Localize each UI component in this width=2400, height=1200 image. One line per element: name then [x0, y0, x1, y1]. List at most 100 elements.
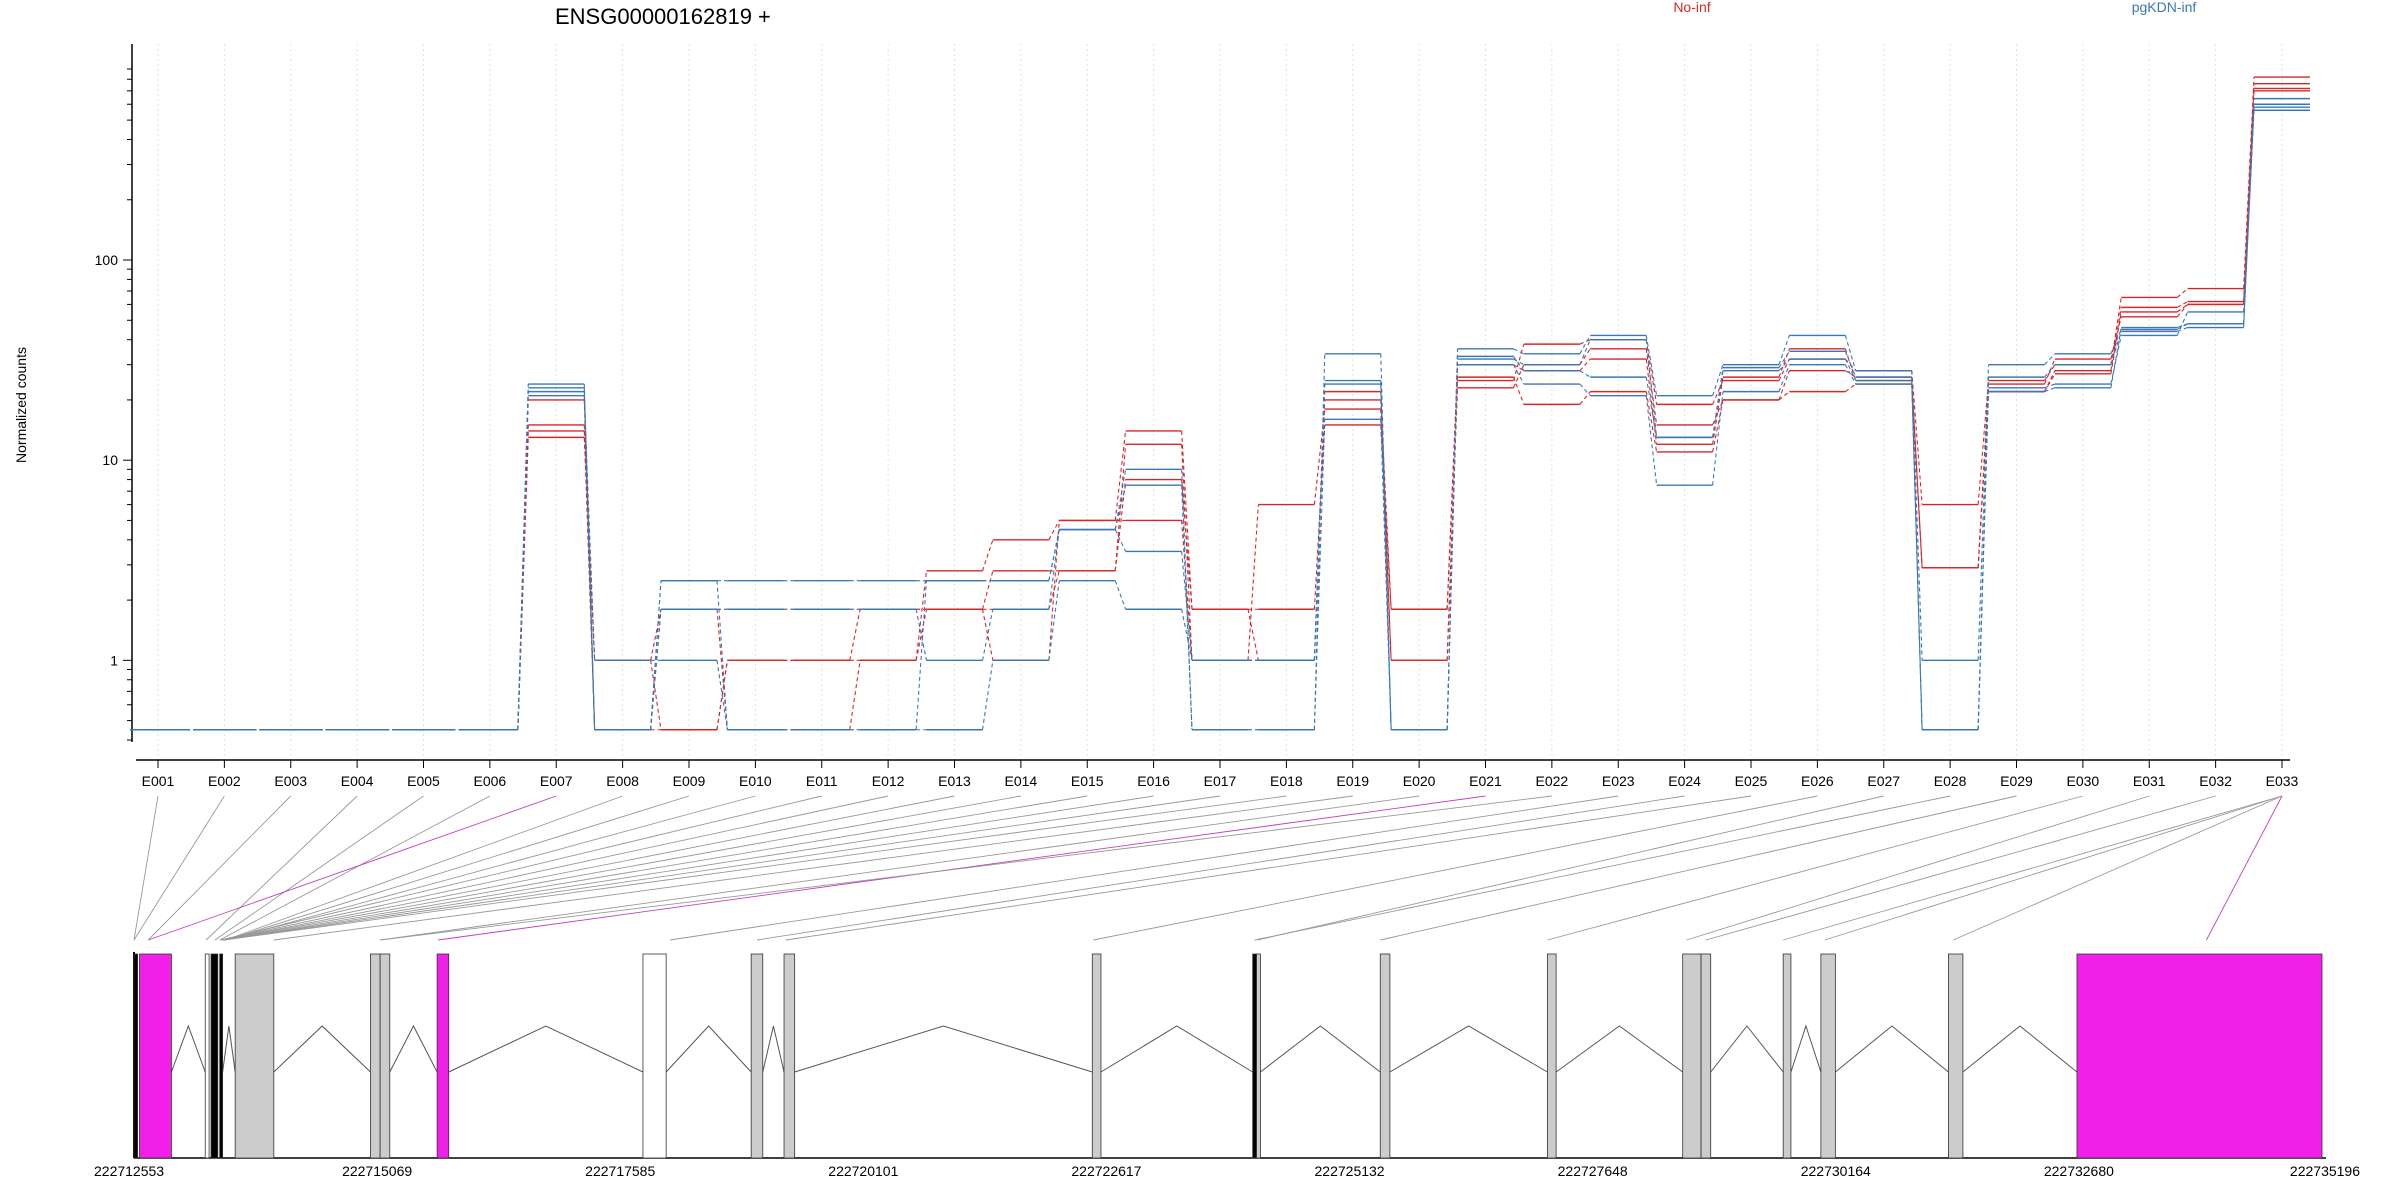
exon-block-1	[139, 953, 172, 1159]
intron-line	[665, 1025, 752, 1073]
exon-connector	[133, 795, 225, 941]
intron-line	[222, 1025, 236, 1073]
exon-connector	[223, 795, 1088, 941]
x-tick-label-E010: E010	[739, 773, 772, 789]
x-tick-label-E008: E008	[606, 773, 639, 789]
y-tick-label: 1	[110, 652, 118, 668]
intron-line	[389, 1024, 438, 1073]
exon-block-14	[1256, 953, 1261, 1159]
exon-connector	[785, 795, 1752, 941]
coordinate-label: 222717585	[585, 1163, 655, 1179]
exon-block-2	[204, 953, 210, 1159]
x-tick-label-E033: E033	[2266, 773, 2299, 789]
exon-block-19	[1782, 953, 1792, 1159]
x-tick-label-E030: E030	[2067, 773, 2100, 789]
exon-connector	[1254, 795, 1951, 941]
exon-block-9	[642, 953, 667, 1159]
intron-line	[1710, 1025, 1784, 1073]
exon-connector	[214, 795, 424, 941]
exon-connector	[1257, 795, 1884, 941]
exon-connector	[219, 795, 491, 941]
intron-line	[1555, 1025, 1683, 1073]
y-axis: 1 10 100	[95, 44, 133, 742]
x-tick-label-E027: E027	[1867, 773, 1900, 789]
exon-block-16	[1547, 953, 1557, 1159]
intron-line	[762, 1025, 785, 1073]
legend: No-inf pgKDN-inf	[1673, 0, 2196, 15]
series-transitions	[186, 98, 2255, 731]
x-tick-label-E018: E018	[1270, 773, 1303, 789]
intron-line	[1389, 1025, 1548, 1073]
coordinate-label: 222732680	[2044, 1163, 2114, 1179]
x-tick-label-E007: E007	[540, 773, 573, 789]
x-tick-label-E032: E032	[2199, 773, 2232, 789]
exon-connector	[1783, 795, 2283, 941]
x-tick-label-E011: E011	[806, 773, 838, 789]
exon-block-21	[1948, 953, 1964, 1159]
exon-block-22	[2076, 953, 2323, 1159]
x-tick-label-E022: E022	[1536, 773, 1569, 789]
exon-block-8	[436, 953, 450, 1159]
exon-block-0	[133, 953, 138, 1159]
exon-connector	[1824, 795, 2283, 941]
x-tick-label-E016: E016	[1137, 773, 1170, 789]
exon-connector	[223, 795, 1221, 941]
intron-line	[794, 1025, 1093, 1073]
x-tick-label-E004: E004	[341, 773, 374, 789]
genomic-coordinates: 222712553 222715069 222717585 222720101 2227…	[94, 1163, 2360, 1179]
exon-block-6	[370, 953, 381, 1159]
coordinate-label: 222735196	[2290, 1163, 2360, 1179]
intron-line	[170, 1024, 206, 1073]
y-tick-label: 10	[102, 452, 118, 468]
exon-connector	[1380, 795, 2017, 941]
exon-connector	[222, 795, 1021, 941]
intron-line	[1790, 1024, 1822, 1073]
intron-line	[1962, 1025, 2078, 1073]
coordinate-label: 222715069	[342, 1163, 412, 1179]
series-lines	[130, 76, 2310, 731]
chart-title: ENSG00000162819 +	[555, 4, 771, 29]
series-transitions	[186, 90, 2255, 731]
x-tick-label-E023: E023	[1602, 773, 1635, 789]
exon-connector	[221, 795, 889, 941]
exon-connector	[380, 795, 1552, 941]
series-pgKDN-inf-7	[130, 109, 2310, 731]
x-tick-label-E012: E012	[872, 773, 905, 789]
legend-item-0: No-inf	[1673, 0, 1710, 15]
x-axis: E001 E002 E003 E004 E005 E006 E007 E008 E009 E010…	[136, 759, 2299, 789]
exon-connector	[148, 795, 557, 941]
x-tick-label-E021: E021	[1469, 773, 1502, 789]
exon-block-4	[219, 953, 224, 1159]
exon-connector	[222, 795, 955, 941]
x-tick-label-E014: E014	[1005, 773, 1038, 789]
exon-connector	[133, 795, 159, 941]
exon-connector	[1547, 795, 2083, 941]
coordinate-label: 222720101	[828, 1163, 898, 1179]
exon-connector	[1705, 795, 2216, 941]
x-tick-label-E003: E003	[274, 773, 307, 789]
x-tick-label-E031: E031	[2133, 773, 2166, 789]
intron-line	[448, 1025, 644, 1073]
exon-block-7	[379, 953, 391, 1159]
exon-connector	[223, 795, 1287, 941]
exon-block-11	[783, 953, 796, 1159]
x-tick-label-E025: E025	[1735, 773, 1768, 789]
grid-lines	[157, 44, 2283, 760]
coordinate-label: 222712553	[94, 1163, 164, 1179]
intron-line	[1100, 1025, 1253, 1073]
exon-connectors	[133, 795, 2283, 941]
coordinate-label: 222727648	[1558, 1163, 1628, 1179]
exon-connector	[205, 795, 358, 941]
exon-connector	[1686, 795, 2150, 941]
x-tick-label-E009: E009	[673, 773, 706, 789]
x-tick-label-E013: E013	[938, 773, 971, 789]
x-tick-label-E020: E020	[1403, 773, 1436, 789]
x-tick-label-E002: E002	[208, 773, 241, 789]
exon-block-15	[1379, 953, 1391, 1159]
series-transitions	[186, 107, 2255, 731]
exon-connector	[220, 795, 822, 941]
exon-block-3	[210, 953, 219, 1159]
y-tick-label: 100	[95, 252, 119, 268]
series-transitions	[186, 110, 2255, 731]
